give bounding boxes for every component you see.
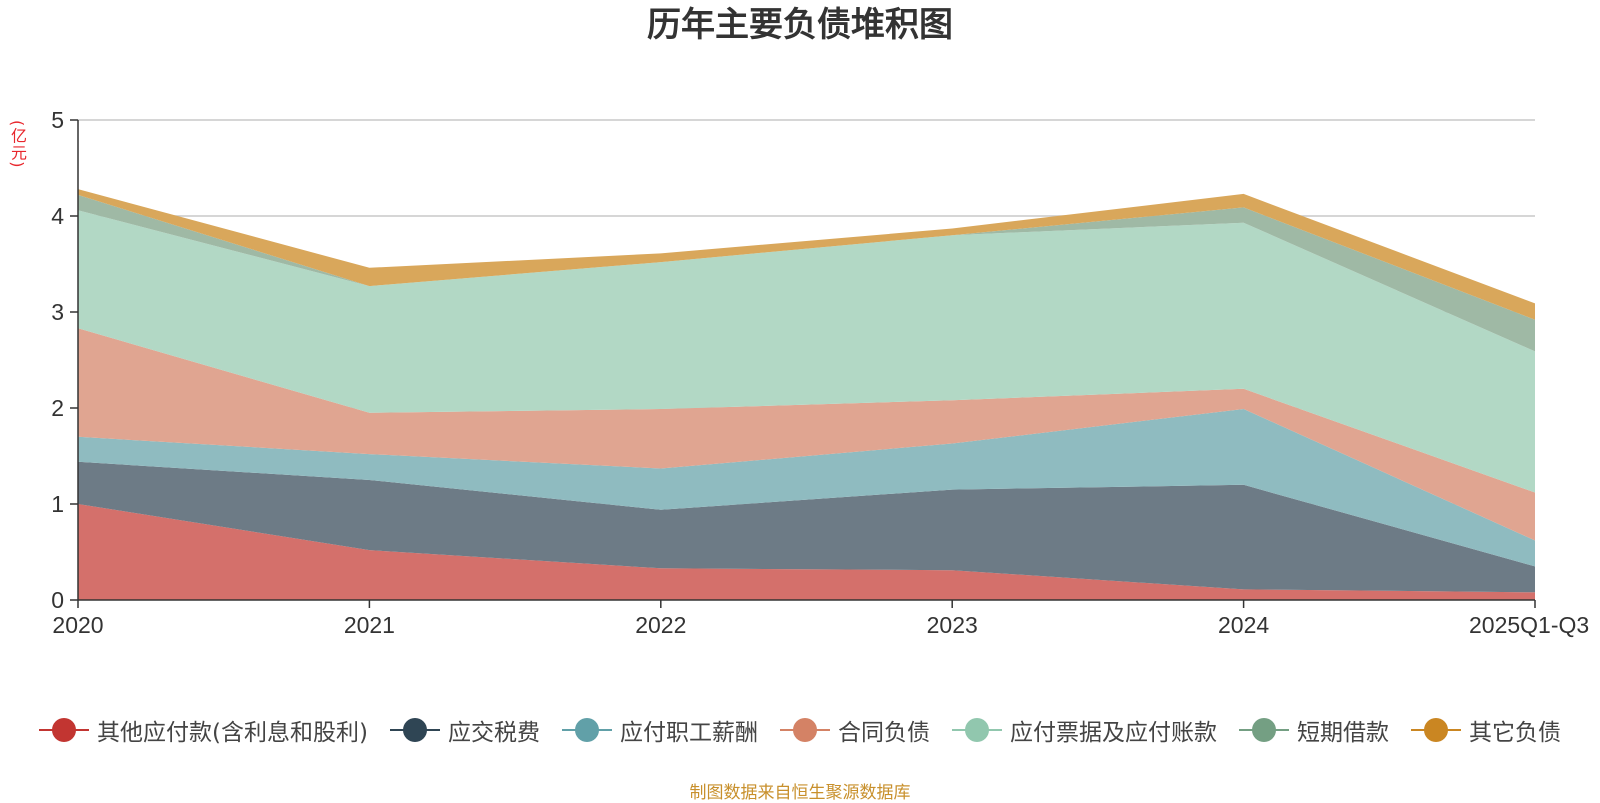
legend-item-5[interactable]: 短期借款 xyxy=(1238,713,1389,747)
legend-marker-icon xyxy=(1410,718,1461,742)
area-series-0[interactable] xyxy=(78,504,1535,600)
legend-marker-icon xyxy=(779,718,830,742)
area-series-1[interactable] xyxy=(78,461,1535,593)
area-series-4[interactable] xyxy=(78,210,1535,493)
legend-marker-icon xyxy=(1238,718,1289,742)
legend-item-3[interactable]: 合同负债 xyxy=(779,713,930,747)
legend-label: 其他应付款(含利息和股利) xyxy=(97,720,368,746)
y-tick-label: 4 xyxy=(51,203,64,229)
y-axis-unit-label: (亿元) xyxy=(8,120,27,169)
legend-dot xyxy=(1423,718,1448,742)
x-tick-label: 2020 xyxy=(52,612,103,638)
y-tick-label: 5 xyxy=(51,107,64,133)
y-tick-label: 3 xyxy=(51,299,64,325)
legend-dot xyxy=(964,718,989,742)
x-tick-label: 2021 xyxy=(344,612,395,638)
source-note: 制图数据来自恒生聚源数据库 xyxy=(689,783,911,803)
legend-label: 其它负债 xyxy=(1468,720,1561,746)
legend-dot xyxy=(1251,718,1276,742)
y-tick-label: 0 xyxy=(51,587,64,613)
legend-label: 应交税费 xyxy=(447,720,540,746)
area-series-3[interactable] xyxy=(78,328,1535,541)
x-tick-label: 2025Q1-Q3 xyxy=(1469,612,1589,638)
y-tick-label: 2 xyxy=(51,395,64,421)
legend-marker-icon xyxy=(561,718,612,742)
legend-item-2[interactable]: 应付职工薪酬 xyxy=(561,713,758,747)
legend-label: 应付职工薪酬 xyxy=(619,720,758,746)
legend-label: 短期借款 xyxy=(1296,720,1389,746)
area-series-2[interactable] xyxy=(78,409,1535,567)
legend-dot xyxy=(52,718,77,742)
legend-item-0[interactable]: 其他应付款(含利息和股利) xyxy=(39,713,368,747)
chart-area: 0 1 2 3 4 5 2020 2021 2022 2023 2024 2025Q1-Q3 xyxy=(51,107,1589,638)
legend: 其他应付款(含利息和股利) 应交税费 应付职工薪酬 合同负债 应付票据及应付账款 短期借款… xyxy=(0,712,1600,748)
chart-title: 历年主要负债堆积图 xyxy=(647,5,953,45)
legend-item-6[interactable]: 其它负债 xyxy=(1410,713,1561,747)
legend-label: 应付票据及应付账款 xyxy=(1009,720,1217,746)
legend-dot xyxy=(792,718,817,742)
legend-marker-icon xyxy=(389,718,440,742)
y-tick-label: 1 xyxy=(51,491,64,517)
legend-marker-icon xyxy=(951,718,1002,742)
x-tick-label: 2024 xyxy=(1218,612,1269,638)
x-tick-label: 2022 xyxy=(635,612,686,638)
legend-marker-icon xyxy=(39,718,90,742)
legend-dot xyxy=(574,718,599,742)
legend-item-4[interactable]: 应付票据及应付账款 xyxy=(951,713,1217,747)
x-tick-label: 2023 xyxy=(927,612,978,638)
legend-label: 合同负债 xyxy=(837,720,930,746)
legend-item-1[interactable]: 应交税费 xyxy=(389,713,540,747)
legend-dot xyxy=(402,718,427,742)
